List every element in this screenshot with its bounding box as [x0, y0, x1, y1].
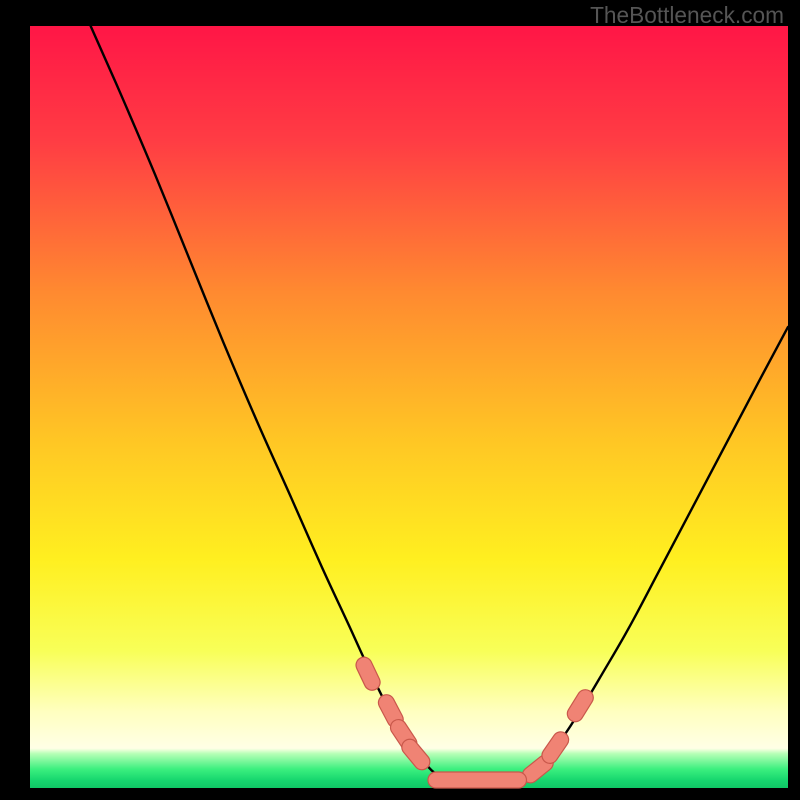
- marker-bottom-bar: [428, 772, 527, 788]
- watermark-text: TheBottleneck.com: [590, 2, 784, 29]
- marker-capsule: [564, 687, 596, 725]
- chart-overlay-svg: [30, 26, 788, 788]
- marker-capsule: [399, 736, 434, 773]
- bottleneck-curve-left: [91, 26, 453, 783]
- marker-capsule: [539, 729, 572, 767]
- plot-area: [30, 26, 788, 788]
- marker-capsule: [353, 655, 382, 693]
- bottleneck-curve-right: [519, 327, 788, 783]
